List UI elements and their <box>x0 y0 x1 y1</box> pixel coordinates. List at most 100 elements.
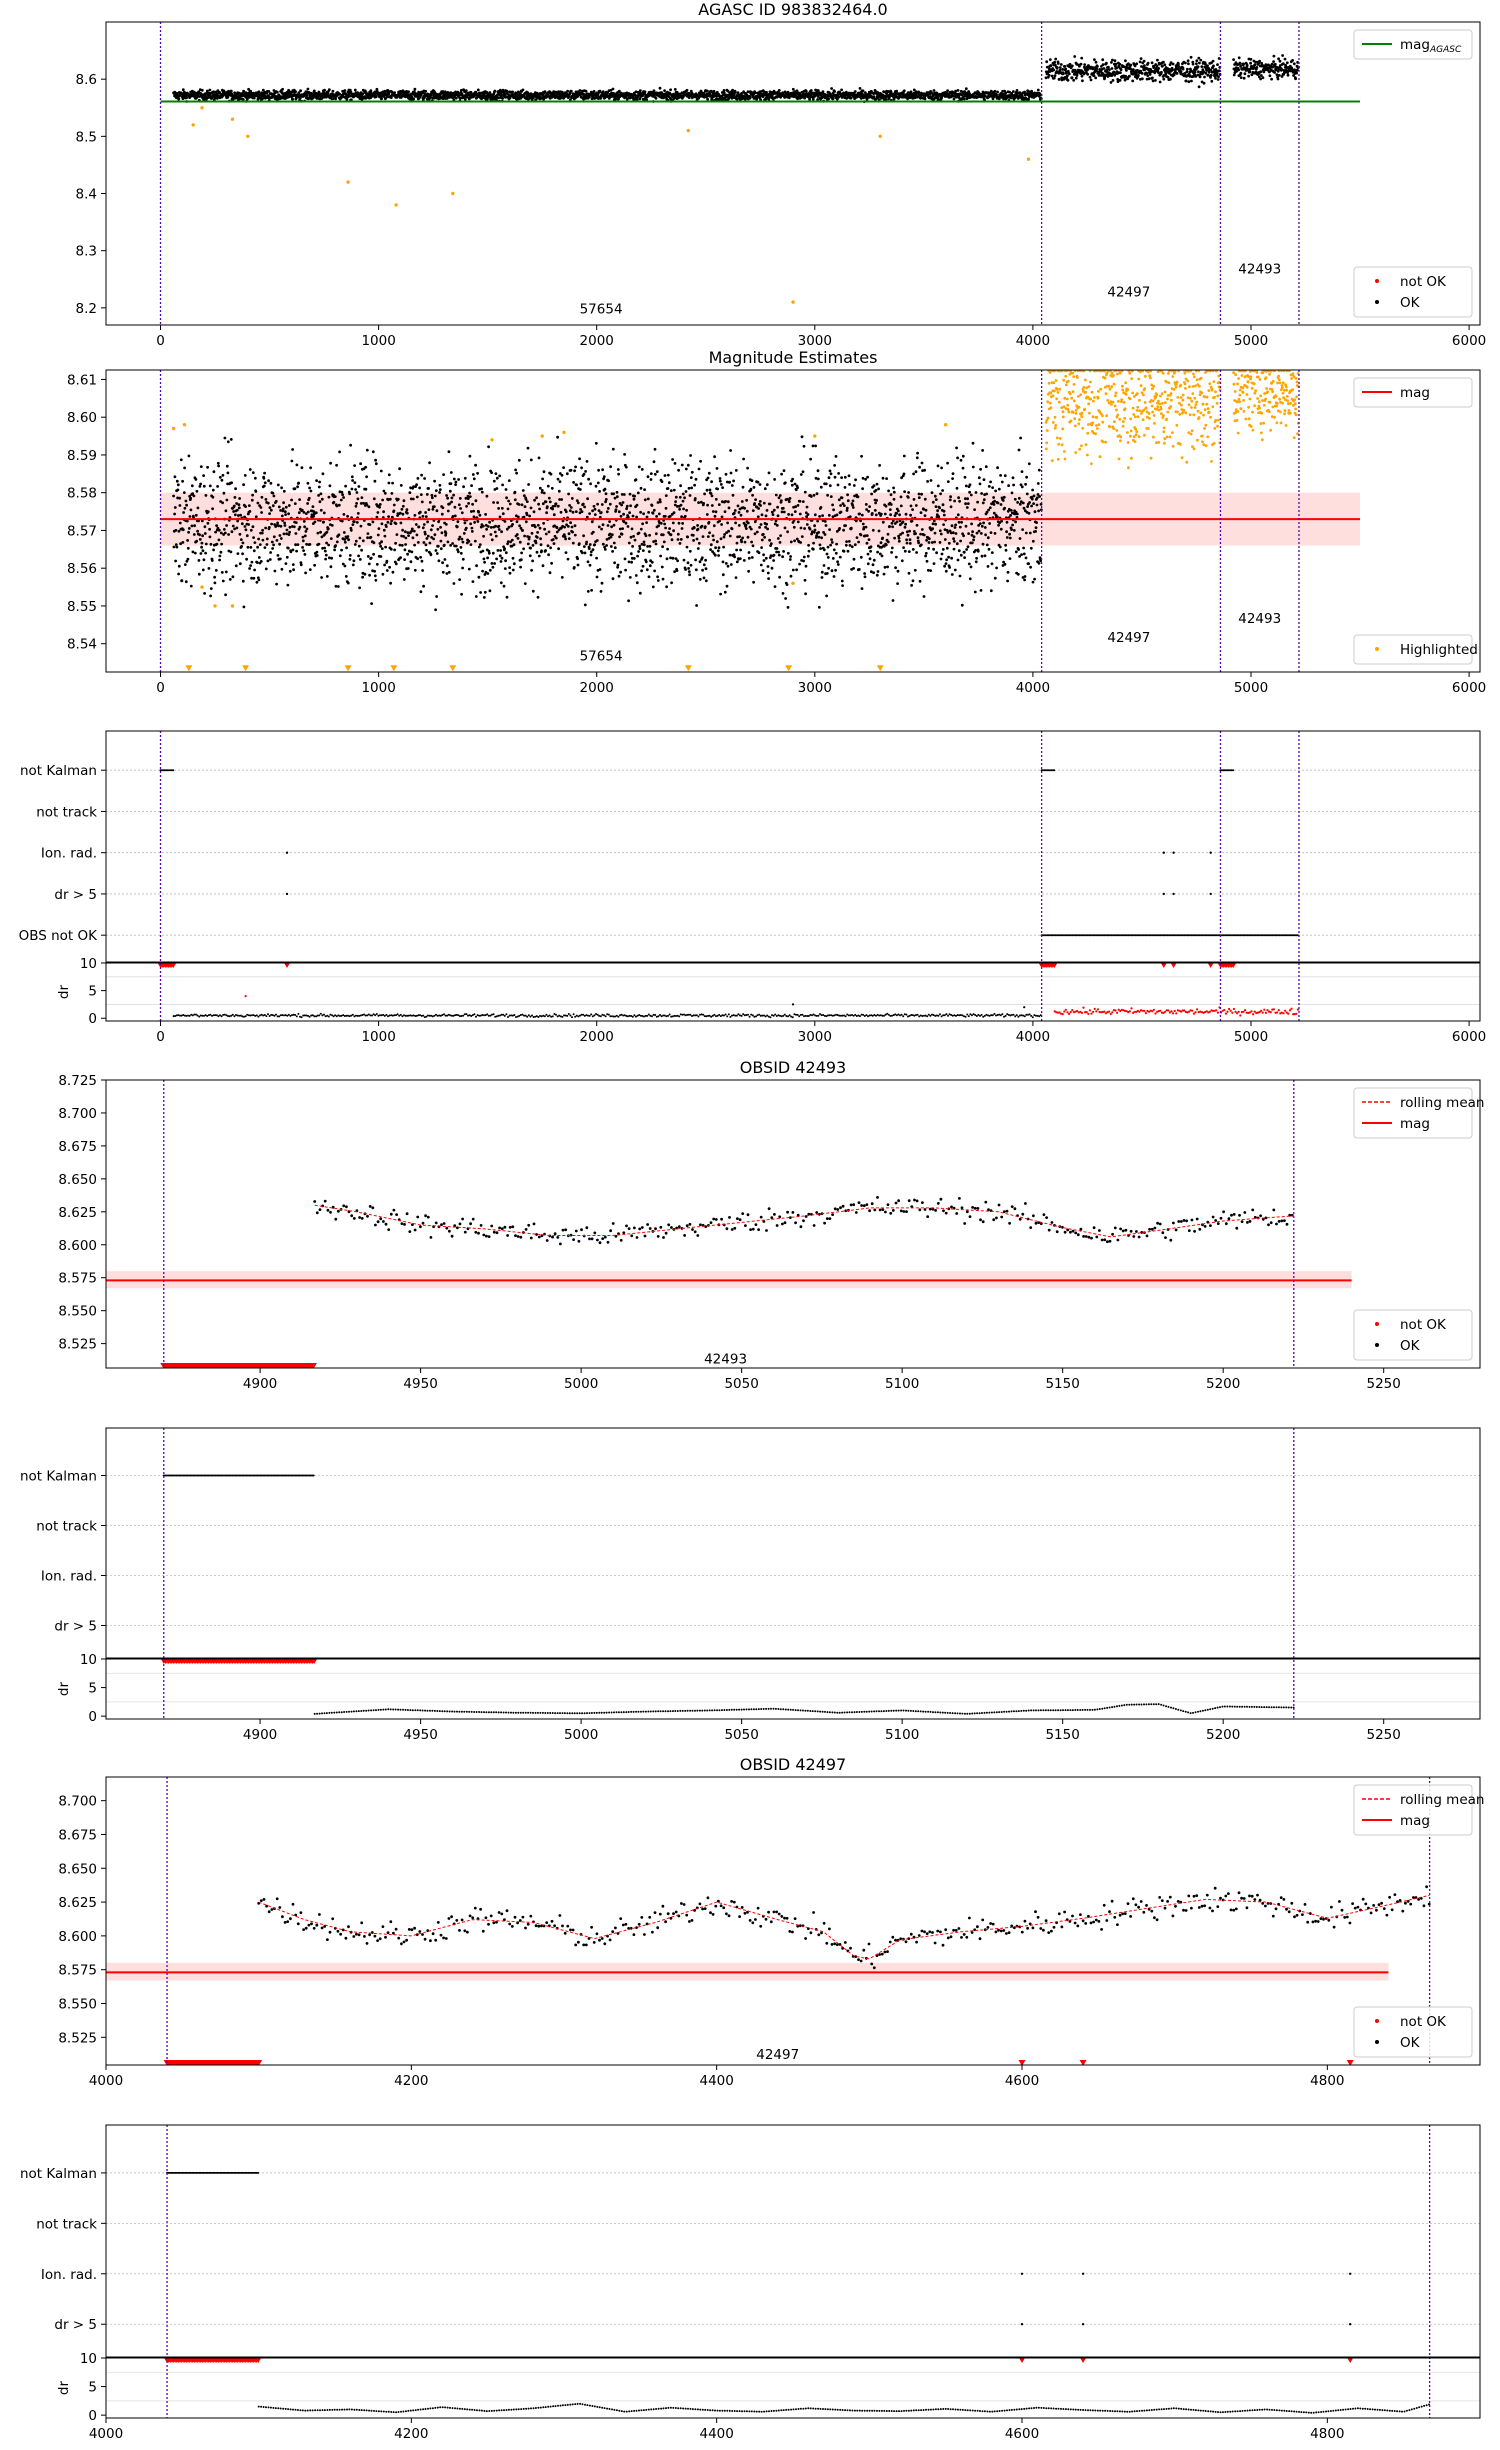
ok-point <box>1086 72 1090 76</box>
ok-point <box>1268 74 1272 78</box>
ok-point <box>356 497 360 501</box>
ok-point <box>1291 59 1294 62</box>
ok-point <box>348 492 351 496</box>
ok-point <box>236 552 240 555</box>
ok-point <box>598 490 601 493</box>
ok-point <box>628 492 632 496</box>
ok-point <box>287 504 291 507</box>
ok-point <box>1151 76 1154 80</box>
ok-point <box>1129 63 1133 67</box>
ok-point <box>460 92 464 95</box>
ok-point <box>308 568 312 571</box>
ok-point <box>840 88 843 92</box>
ok-point <box>373 569 376 573</box>
ok-point <box>664 494 668 497</box>
ok-point <box>1092 74 1096 78</box>
ok-point <box>187 527 191 530</box>
ok-point <box>696 524 699 527</box>
ok-point <box>190 524 194 528</box>
ok-point <box>252 96 256 100</box>
ok-point <box>253 541 257 544</box>
ok-point <box>464 526 468 530</box>
ok-point <box>516 537 520 540</box>
ok-point <box>1142 59 1146 63</box>
ok-point <box>323 546 326 550</box>
ok-point <box>394 541 397 545</box>
ok-point <box>269 481 273 485</box>
ok-point <box>353 464 356 467</box>
ok-point <box>1280 75 1284 78</box>
ok-point <box>220 542 224 546</box>
ok-point <box>192 533 196 536</box>
ok-point <box>251 493 255 497</box>
ok-point <box>685 508 688 512</box>
ok-point <box>470 530 474 533</box>
ok-point <box>613 561 616 565</box>
ok-point <box>1046 75 1050 79</box>
highlighted-point <box>686 128 690 133</box>
ok-point <box>565 472 569 476</box>
ok-point <box>493 530 497 534</box>
ok-point <box>275 582 278 586</box>
ok-point <box>694 558 697 562</box>
ok-point <box>260 531 264 535</box>
ok-point <box>566 89 569 93</box>
ok-point <box>1079 62 1083 66</box>
ok-point <box>1242 62 1245 66</box>
ok-point <box>346 514 349 518</box>
ok-point <box>375 515 379 519</box>
ok-point <box>361 575 364 579</box>
ok-point <box>199 465 203 468</box>
ok-point <box>424 511 427 514</box>
ok-point <box>882 90 886 94</box>
ok-point <box>443 558 447 561</box>
ok-point <box>375 87 379 91</box>
ok-point <box>648 564 652 568</box>
ok-point <box>1259 74 1263 77</box>
ok-point <box>329 565 333 569</box>
ok-point <box>1248 70 1252 74</box>
ok-point <box>384 525 388 528</box>
ok-point <box>746 90 750 94</box>
ok-point <box>452 582 456 585</box>
ok-point <box>639 527 643 531</box>
ok-point <box>1123 65 1126 69</box>
ok-point <box>492 479 496 483</box>
ok-point <box>392 509 396 513</box>
ok-point <box>439 547 443 551</box>
ok-point <box>476 471 479 475</box>
ok-point <box>661 545 664 549</box>
ok-point <box>174 528 178 532</box>
ok-point <box>195 539 199 543</box>
ok-point <box>394 562 398 566</box>
ok-point <box>1281 62 1285 66</box>
ok-point <box>392 503 396 507</box>
ok-point <box>407 534 410 537</box>
ok-point <box>639 486 643 490</box>
ok-point <box>449 544 452 547</box>
ok-point <box>1197 85 1201 89</box>
ok-point <box>232 504 236 508</box>
ok-point <box>647 511 650 514</box>
ok-point <box>578 89 582 92</box>
ok-point <box>302 549 305 552</box>
ok-point <box>697 467 701 471</box>
ok-point <box>201 568 205 572</box>
ok-point <box>488 589 492 593</box>
ok-point <box>501 88 505 92</box>
ok-point <box>1239 64 1242 68</box>
ok-point <box>1135 62 1139 66</box>
ok-point <box>483 573 487 576</box>
ok-point <box>587 547 591 550</box>
ok-point <box>212 548 216 552</box>
ok-point <box>336 585 340 588</box>
ok-point <box>748 96 752 100</box>
ok-point <box>522 515 526 519</box>
ok-point <box>1141 77 1144 81</box>
ok-point <box>460 592 463 596</box>
ok-point <box>508 566 511 569</box>
ok-point <box>407 90 410 94</box>
ok-point <box>1238 61 1242 65</box>
ok-point <box>645 568 649 572</box>
ok-point <box>345 98 349 101</box>
